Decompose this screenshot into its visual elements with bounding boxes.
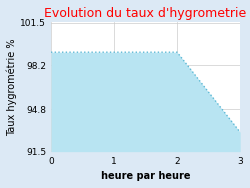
X-axis label: heure par heure: heure par heure <box>101 171 190 181</box>
Title: Evolution du taux d'hygrometrie: Evolution du taux d'hygrometrie <box>44 7 247 20</box>
Y-axis label: Taux hygrométrie %: Taux hygrométrie % <box>7 38 18 136</box>
